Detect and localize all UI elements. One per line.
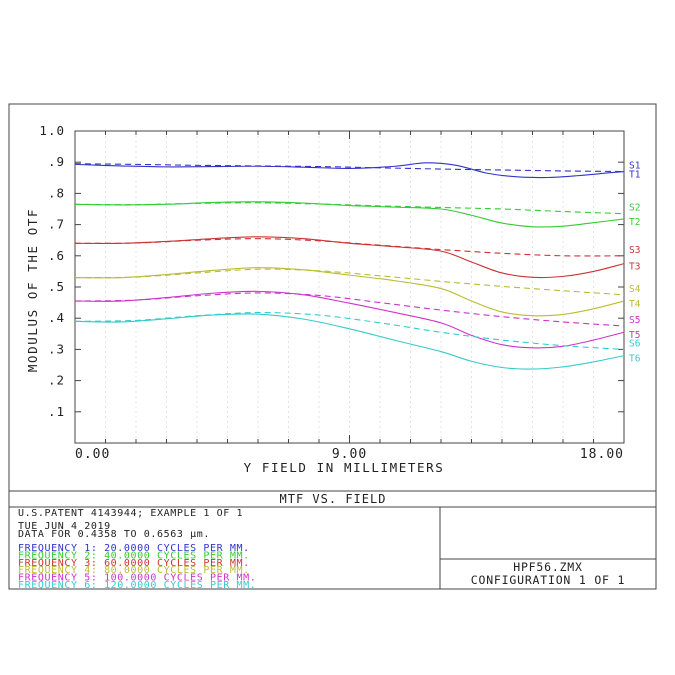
y-tick-label: .3	[48, 341, 65, 356]
series-line-t3	[74, 236, 625, 279]
series-tag-t5: T5	[629, 330, 640, 341]
series-line-t1	[74, 162, 625, 179]
y-tick-label: .6	[48, 248, 65, 263]
series-line-s4	[74, 268, 625, 296]
x-axis-title: Y FIELD IN MILLIMETERS	[244, 460, 445, 475]
frequency-legend-item: FREQUENCY 2: 40.0000 CYCLES PER MM.	[18, 550, 250, 561]
series-line-t2	[74, 201, 625, 228]
outer-frame	[8, 103, 657, 590]
configuration-label: CONFIGURATION 1 OF 1	[471, 573, 625, 587]
series-tag-s2: S2	[629, 203, 640, 214]
series-tag-t6: T6	[629, 354, 641, 365]
series-tag-t1: T1	[629, 170, 641, 181]
series-tag-s3: S3	[629, 245, 640, 256]
chart-title: MTF VS. FIELD	[280, 492, 387, 506]
y-tick-label: .2	[48, 373, 65, 388]
series-tag-t2: T2	[629, 217, 640, 228]
patent-line: U.S.PATENT 4143944; EXAMPLE 1 OF 1	[18, 508, 243, 519]
y-tick-label: .5	[48, 279, 65, 294]
y-axis-title: MODULUS OF THE OTF	[25, 208, 40, 372]
y-tick-label: .1	[48, 404, 65, 419]
series-line-t5	[74, 290, 625, 349]
series-lines	[74, 162, 625, 370]
series-line-s6	[74, 312, 625, 350]
series-line-t6	[74, 313, 625, 370]
series-tag-s6: S6	[629, 338, 641, 349]
frequency-legend-item: FREQUENCY 4: 80.0000 CYCLES PER MM.	[18, 565, 250, 576]
series-tag-t4: T4	[629, 299, 641, 310]
data-range-line: DATA FOR 0.4358 TO 0.6563 µm.	[18, 529, 210, 540]
x-tick-label: 0.00	[75, 447, 110, 462]
series-line-s1	[74, 163, 625, 173]
series-tag-s5: S5	[629, 315, 640, 326]
x-tick-label: 18.00	[580, 447, 624, 462]
x-tick-label: 9.00	[332, 447, 367, 462]
series-tag-s4: S4	[629, 284, 641, 295]
frequency-legend-item: FREQUENCY 5: 100.0000 CYCLES PER MM.	[18, 573, 256, 584]
y-tick-label: .9	[48, 154, 65, 169]
series-tag-t3: T3	[629, 262, 640, 273]
file-name: HPF56.ZMX	[513, 560, 583, 574]
frequency-legend-item: FREQUENCY 1: 20.0000 CYCLES PER MM.	[18, 543, 250, 554]
series-line-t4	[74, 267, 625, 317]
x-axis-ticks: 0.00 9.00 18.00	[75, 131, 624, 462]
frequency-legend: FREQUENCY 1: 20.0000 CYCLES PER MM.FREQU…	[18, 543, 256, 591]
grid	[105, 131, 594, 443]
y-tick-label: .8	[48, 185, 65, 200]
y-tick-label: .4	[48, 310, 65, 325]
frequency-legend-item: FREQUENCY 6: 120.0000 CYCLES PER MM.	[18, 580, 256, 591]
y-axis-ticks: 1.0 .9 .8 .7 .6 .5 .4 .3 .2 .1	[39, 123, 624, 419]
frequency-legend-item: FREQUENCY 3: 60.0000 CYCLES PER MM.	[18, 558, 250, 569]
date-line: TUE JUN 4 2019	[18, 521, 111, 532]
y-tick-label: .7	[48, 217, 65, 232]
y-tick-label: 1.0	[39, 123, 65, 138]
series-tag-s1: S1	[629, 161, 641, 172]
